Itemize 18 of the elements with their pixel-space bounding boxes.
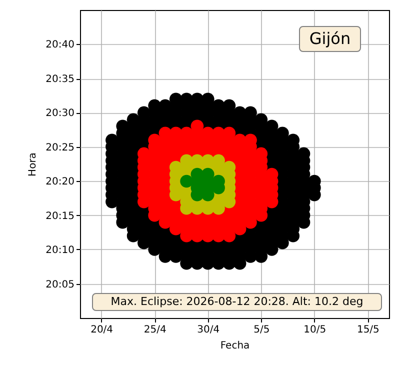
y-tick-label: 20:20 xyxy=(46,176,74,188)
text-box: Gijón xyxy=(299,26,361,52)
x-tick-label: 5/5 xyxy=(254,324,270,336)
x-tick-label: 30/4 xyxy=(197,324,220,336)
y-axis-title: Hora xyxy=(28,152,39,176)
y-tick-label: 20:10 xyxy=(46,244,74,256)
y-tick-label: 20:25 xyxy=(46,142,74,154)
y-tick-label: 20:30 xyxy=(46,108,74,120)
x-tick-label: 20/4 xyxy=(90,324,114,336)
x-tick-label: 10/5 xyxy=(304,324,326,336)
x-tick-label: 15/5 xyxy=(356,324,380,336)
y-tick-label: 20:40 xyxy=(46,40,74,51)
x-axis-title: Fecha xyxy=(220,340,250,352)
y-tick-label: 20:05 xyxy=(46,279,74,290)
text-box: Max. Eclipse: 2026-08-12 20:28. Alt: 10.2 deg xyxy=(92,293,382,311)
y-tick-label: 20:15 xyxy=(46,210,74,222)
x-tick-label: 25/4 xyxy=(144,324,166,336)
y-tick-label: 20:35 xyxy=(46,74,74,86)
